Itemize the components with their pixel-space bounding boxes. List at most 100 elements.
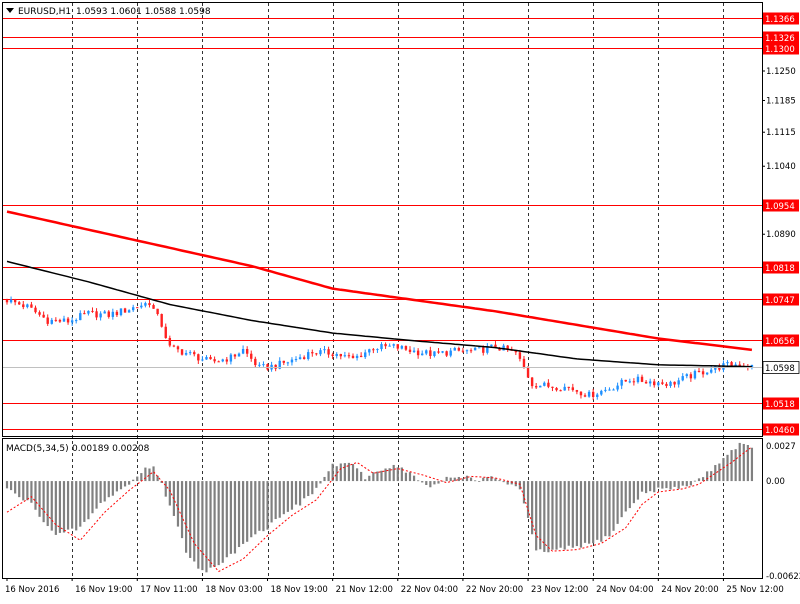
candle-body xyxy=(58,319,62,322)
candle-body xyxy=(355,355,359,359)
macd-hist-bar xyxy=(160,481,163,483)
macd-hist-bar xyxy=(449,477,452,482)
candle-body xyxy=(180,349,184,355)
candle-body xyxy=(632,381,636,383)
candle-body xyxy=(693,370,697,379)
candle-body xyxy=(184,353,188,355)
macd-hist-bar xyxy=(152,466,155,482)
macd-hist-bar xyxy=(250,481,253,538)
macd-hist-bar xyxy=(286,481,289,512)
candle-body xyxy=(119,308,123,316)
candle-body xyxy=(83,313,86,315)
macd-hist-bar xyxy=(355,468,359,482)
macd-hist-bar xyxy=(604,481,607,537)
candle-body xyxy=(628,381,632,383)
macd-hist-bar xyxy=(478,481,481,482)
candle-body xyxy=(543,382,546,386)
candle-body xyxy=(229,354,233,362)
candle-body xyxy=(640,376,644,382)
macd-hist-bar xyxy=(400,467,403,482)
candle-body xyxy=(286,362,290,364)
macd-hist-bar xyxy=(417,480,420,482)
candle-body xyxy=(539,385,542,388)
macd-hist-bar xyxy=(62,481,66,533)
macd-hist-bar xyxy=(510,481,513,485)
macd-hist-bar xyxy=(99,481,102,503)
symbol-header: EURUSD,H1 1.0593 1.0601 1.0588 1.0598 xyxy=(6,7,211,17)
macd-hist-bar xyxy=(531,481,534,535)
chevron-down-icon[interactable] xyxy=(6,8,14,13)
macd-hist-bar xyxy=(168,481,171,506)
time-tick-label: 16 Nov 2016 xyxy=(5,585,59,595)
candle-body xyxy=(221,359,224,362)
candle-body xyxy=(657,382,660,386)
current-price-label: 1.0598 xyxy=(765,364,795,374)
candle-body xyxy=(624,379,627,382)
candle-body xyxy=(136,307,139,309)
macd-hist-bar xyxy=(339,463,342,482)
candle-body xyxy=(91,310,94,312)
macd-hist-bar xyxy=(649,481,652,492)
level-price-label: 1.1366 xyxy=(765,15,795,25)
macd-hist-bar xyxy=(311,481,314,495)
candle-body xyxy=(697,370,701,372)
time-tick-label: 18 Nov 03:00 xyxy=(205,585,262,595)
candle-body xyxy=(140,305,143,308)
macd-hist-bar xyxy=(437,481,440,484)
candle-body xyxy=(644,381,648,384)
macd-header: MACD(5,34,5) 0.00189 0.00208 xyxy=(6,444,150,454)
time-tick-label: 18 Nov 19:00 xyxy=(271,585,328,595)
macd-hist-bar xyxy=(237,481,241,548)
level-price-label: 1.0518 xyxy=(765,400,795,410)
price-tick-label: 1.1250 xyxy=(766,67,796,77)
macd-hist-bar xyxy=(111,481,114,496)
candle-body xyxy=(416,350,420,356)
level-price-tag xyxy=(763,12,799,25)
candle-body xyxy=(66,318,70,323)
macd-hist-bar xyxy=(535,481,538,551)
macd-hist-bar xyxy=(575,481,578,547)
candle-body xyxy=(400,346,404,349)
macd-hist-bar xyxy=(714,465,717,482)
price-tick-label: 1.1040 xyxy=(766,162,796,172)
candle-body xyxy=(506,345,509,350)
candle-body xyxy=(278,360,281,369)
candle-body xyxy=(205,357,208,360)
macd-hist-bar xyxy=(360,471,363,482)
candle-body xyxy=(103,311,106,314)
macd-hist-bar xyxy=(425,481,428,485)
symbol-label: EURUSD,H1 xyxy=(18,7,71,17)
macd-hist-bar xyxy=(5,481,9,489)
candle-body xyxy=(164,326,167,338)
macd-hist-bar xyxy=(66,481,70,530)
candle-body xyxy=(225,359,229,362)
macd-hist-bar xyxy=(246,481,249,542)
candle-body xyxy=(70,320,74,323)
candle-body xyxy=(307,352,310,359)
candle-body xyxy=(176,346,180,350)
candle-body xyxy=(115,311,119,316)
macd-hist-bar xyxy=(91,481,94,514)
macd-hist-bar xyxy=(392,464,395,482)
time-tick-label: 23 Nov 12:00 xyxy=(531,585,588,595)
time-tick-label: 22 Nov 20:00 xyxy=(466,585,523,595)
candle-body xyxy=(636,376,640,383)
sma-fast-line xyxy=(6,260,752,368)
macd-hist-bar xyxy=(351,464,355,482)
candle-body xyxy=(579,391,583,396)
macd-hist-bar xyxy=(567,481,570,546)
candle-body xyxy=(5,299,9,303)
macd-pane-frame xyxy=(2,438,763,579)
macd-hist-bar xyxy=(71,481,74,529)
candle-body xyxy=(486,346,489,353)
candle-body xyxy=(514,350,518,353)
macd-hist-bar xyxy=(518,481,522,490)
candle-body xyxy=(563,386,566,391)
candle-body xyxy=(62,318,66,322)
candle-body xyxy=(282,360,286,363)
candle-body xyxy=(661,382,664,384)
macd-hist-bar xyxy=(26,481,29,501)
